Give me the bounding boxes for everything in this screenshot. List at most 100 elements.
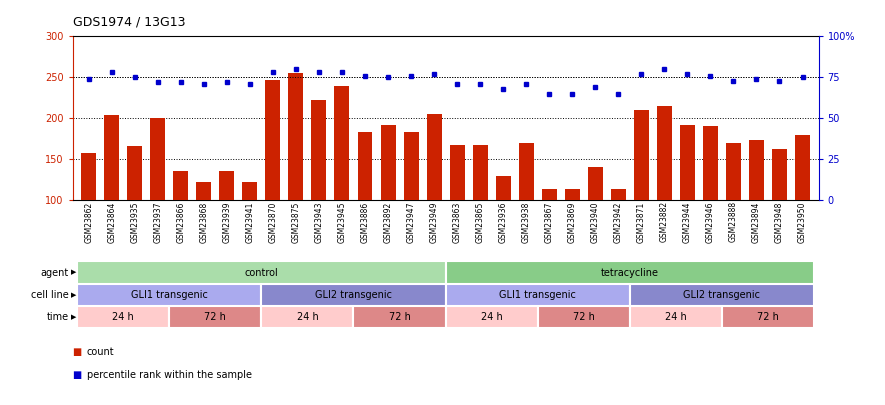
Text: GSM23935: GSM23935 bbox=[130, 201, 139, 243]
Text: GSM23882: GSM23882 bbox=[660, 201, 669, 243]
Text: GSM23868: GSM23868 bbox=[199, 201, 208, 243]
Bar bbox=[749, 141, 764, 200]
Bar bbox=[450, 145, 465, 200]
Text: tetracycline: tetracycline bbox=[601, 268, 658, 277]
Text: GSM23942: GSM23942 bbox=[614, 201, 623, 243]
Text: GLI1 transgenic: GLI1 transgenic bbox=[131, 290, 208, 300]
Bar bbox=[77, 306, 169, 328]
Text: control: control bbox=[244, 268, 278, 277]
Bar bbox=[657, 106, 672, 200]
Text: GSM23938: GSM23938 bbox=[521, 201, 531, 243]
Text: GSM23862: GSM23862 bbox=[84, 201, 93, 243]
Bar bbox=[630, 284, 814, 306]
Text: GSM23947: GSM23947 bbox=[406, 201, 416, 243]
Text: GSM23869: GSM23869 bbox=[568, 201, 577, 243]
Text: GSM23863: GSM23863 bbox=[452, 201, 462, 243]
Bar bbox=[127, 146, 142, 200]
Bar bbox=[542, 189, 557, 200]
Text: GSM23937: GSM23937 bbox=[153, 201, 162, 243]
Text: ▶: ▶ bbox=[71, 270, 76, 275]
Bar bbox=[611, 190, 626, 200]
Text: GSM23946: GSM23946 bbox=[706, 201, 715, 243]
Bar bbox=[312, 100, 327, 200]
Text: GSM23870: GSM23870 bbox=[268, 201, 277, 243]
Bar bbox=[77, 284, 261, 306]
Text: GSM23892: GSM23892 bbox=[383, 201, 393, 243]
Bar bbox=[722, 306, 814, 328]
Text: GSM23864: GSM23864 bbox=[107, 201, 116, 243]
Text: 72 h: 72 h bbox=[757, 312, 779, 322]
Bar bbox=[261, 306, 353, 328]
Bar bbox=[289, 73, 304, 200]
Bar bbox=[169, 306, 261, 328]
Text: 72 h: 72 h bbox=[389, 312, 411, 322]
Bar bbox=[538, 306, 630, 328]
Text: GSM23940: GSM23940 bbox=[591, 201, 600, 243]
Text: time: time bbox=[47, 312, 69, 322]
Bar bbox=[446, 262, 814, 284]
Text: GSM23950: GSM23950 bbox=[798, 201, 807, 243]
Text: ▶: ▶ bbox=[71, 314, 76, 320]
Text: GSM23867: GSM23867 bbox=[544, 201, 554, 243]
Text: GLI2 transgenic: GLI2 transgenic bbox=[315, 290, 392, 300]
Text: GSM23875: GSM23875 bbox=[291, 201, 300, 243]
Bar bbox=[358, 132, 373, 200]
Text: GLI2 transgenic: GLI2 transgenic bbox=[683, 290, 760, 300]
Bar bbox=[196, 182, 212, 200]
Text: GSM23949: GSM23949 bbox=[429, 201, 439, 243]
Text: ▶: ▶ bbox=[71, 292, 76, 298]
Text: GSM23871: GSM23871 bbox=[637, 201, 646, 243]
Bar bbox=[353, 306, 446, 328]
Text: GSM23865: GSM23865 bbox=[475, 201, 485, 243]
Bar bbox=[565, 189, 580, 200]
Text: GDS1974 / 13G13: GDS1974 / 13G13 bbox=[73, 15, 185, 28]
Bar bbox=[81, 153, 96, 200]
Bar bbox=[266, 80, 281, 200]
Text: 24 h: 24 h bbox=[665, 312, 687, 322]
Bar bbox=[381, 125, 396, 200]
Text: 72 h: 72 h bbox=[573, 312, 595, 322]
Text: ■: ■ bbox=[73, 370, 81, 379]
Bar bbox=[772, 149, 787, 200]
Bar bbox=[496, 175, 511, 200]
Text: GSM23888: GSM23888 bbox=[729, 201, 738, 243]
Text: 72 h: 72 h bbox=[204, 312, 227, 322]
Text: GSM23941: GSM23941 bbox=[245, 201, 254, 243]
Bar bbox=[427, 114, 442, 200]
Bar bbox=[680, 125, 695, 200]
Text: GSM23866: GSM23866 bbox=[176, 201, 185, 243]
Text: ■: ■ bbox=[73, 347, 81, 357]
Bar bbox=[335, 85, 350, 200]
Bar bbox=[795, 134, 810, 200]
Bar bbox=[104, 115, 119, 200]
Text: 24 h: 24 h bbox=[112, 312, 135, 322]
Text: GSM23936: GSM23936 bbox=[498, 201, 508, 243]
Bar bbox=[446, 284, 630, 306]
Text: 24 h: 24 h bbox=[481, 312, 503, 322]
Text: GSM23945: GSM23945 bbox=[337, 201, 347, 243]
Bar bbox=[634, 110, 649, 200]
Bar bbox=[588, 167, 603, 200]
Bar bbox=[404, 132, 419, 200]
Text: 24 h: 24 h bbox=[296, 312, 319, 322]
Bar bbox=[242, 182, 258, 200]
Text: agent: agent bbox=[41, 268, 69, 277]
Bar bbox=[473, 145, 488, 200]
Text: GSM23939: GSM23939 bbox=[222, 201, 231, 243]
Text: percentile rank within the sample: percentile rank within the sample bbox=[87, 370, 251, 379]
Bar bbox=[173, 171, 189, 200]
Text: GSM23944: GSM23944 bbox=[683, 201, 692, 243]
Text: cell line: cell line bbox=[31, 290, 69, 300]
Bar bbox=[726, 143, 741, 200]
Text: GSM23948: GSM23948 bbox=[775, 201, 784, 243]
Text: GSM23894: GSM23894 bbox=[752, 201, 761, 243]
Bar bbox=[446, 306, 538, 328]
Bar bbox=[150, 118, 165, 200]
Bar bbox=[519, 143, 534, 200]
Bar bbox=[630, 306, 722, 328]
Text: GSM23943: GSM23943 bbox=[314, 201, 323, 243]
Bar bbox=[261, 284, 445, 306]
Text: GLI1 transgenic: GLI1 transgenic bbox=[499, 290, 576, 300]
Bar bbox=[77, 262, 445, 284]
Text: count: count bbox=[87, 347, 114, 357]
